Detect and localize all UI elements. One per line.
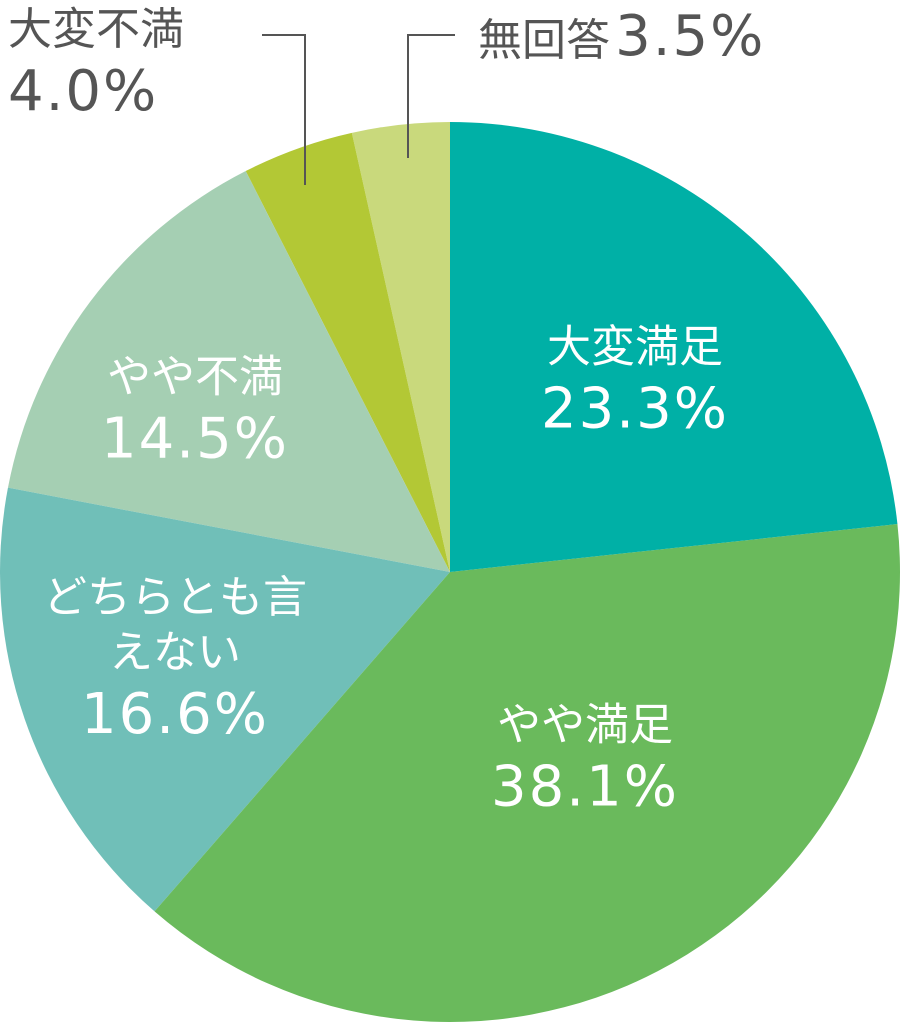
pie-slice <box>450 122 898 572</box>
category-label: やや不満 <box>107 351 283 403</box>
value-label: 4.0% <box>8 59 159 124</box>
value-label: 16.6% <box>81 682 269 747</box>
category-label: どちらとも言えない <box>43 572 307 678</box>
category-label: やや満足 <box>497 699 673 751</box>
pie-slice <box>351 122 450 572</box>
slice-label: 大変満足 23.3% <box>541 320 729 445</box>
slice-label: 大変不満 4.0% <box>8 2 184 127</box>
value-label: 3.5% <box>615 4 766 69</box>
leader-line <box>407 34 455 158</box>
slice-label: どちらとも言えない 16.6% <box>30 570 320 750</box>
category-label: 大変満足 <box>547 321 723 373</box>
pie-slice <box>154 524 900 1022</box>
category-label: 無回答 <box>478 15 610 66</box>
leader-line <box>262 34 306 185</box>
pie-slice <box>7 171 451 572</box>
slice-label: やや不満 14.5% <box>101 350 289 475</box>
pie-slice <box>245 132 450 572</box>
slice-label: やや満足 38.1% <box>491 698 679 823</box>
category-label: 大変不満 <box>8 4 184 55</box>
value-label: 38.1% <box>491 754 679 820</box>
value-label: 14.5% <box>101 406 289 472</box>
pie-slice <box>0 487 450 912</box>
slice-label: 無回答 3.5% <box>478 2 765 72</box>
value-label: 23.3% <box>541 376 729 442</box>
